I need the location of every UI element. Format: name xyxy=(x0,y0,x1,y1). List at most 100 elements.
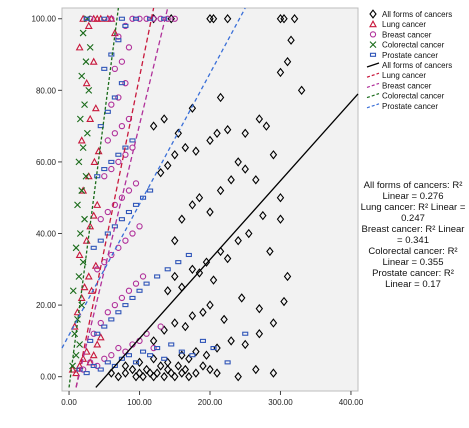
prostate-cancer-point xyxy=(101,16,108,21)
all-forms-of-cancers-point xyxy=(149,336,158,346)
breast-cancer-point xyxy=(122,151,129,158)
legend-colorectal-cancer-label: Colorectal cancer xyxy=(382,92,445,101)
breast-cancer-point xyxy=(136,223,143,230)
fit-lines-layer xyxy=(61,7,359,388)
breast-cancer-point xyxy=(115,94,122,101)
lung-cancer-point xyxy=(89,351,98,359)
prostate-cancer-point xyxy=(168,342,175,347)
all-forms-of-cancers-point xyxy=(290,14,299,24)
all-forms-of-cancers-point xyxy=(276,193,285,203)
breast-cancer-point xyxy=(111,65,119,73)
prostate-cancer-point xyxy=(101,324,108,329)
all-forms-of-cancers-point xyxy=(156,361,165,371)
prostate-cancer-point xyxy=(94,331,101,336)
all-forms-of-cancers-point xyxy=(206,207,214,217)
lung-cancer-point xyxy=(68,365,77,373)
prostate-cancer-point xyxy=(147,188,154,193)
colorectal-cancer-point xyxy=(86,43,94,51)
lung-cancer-point xyxy=(82,236,91,244)
all-forms-of-cancers-point xyxy=(195,268,204,278)
legend-breast-cancer-line xyxy=(366,82,380,88)
prostate-cancer-point xyxy=(115,310,122,315)
all-forms-of-cancers-point xyxy=(181,142,190,153)
breast-cancer-point xyxy=(129,230,136,237)
breast-cancer-point xyxy=(132,280,140,287)
breast-cancer-point xyxy=(108,165,115,173)
prostate-cancer-point xyxy=(83,371,90,376)
legend-all-forms-of-cancers-marker xyxy=(369,9,377,19)
x-tick-label: 100.00 xyxy=(127,398,152,407)
all-forms-of-cancers-point xyxy=(149,121,158,131)
prostate-cancer-point xyxy=(108,52,115,57)
prostate-cancer-point xyxy=(185,252,192,258)
all-forms-of-cancers-point xyxy=(209,14,218,24)
lung-cancer-point xyxy=(94,147,103,155)
all-forms-of-cancers-point xyxy=(276,214,285,224)
breast-cancer-point xyxy=(118,122,126,130)
breast-cancer-point xyxy=(108,101,115,108)
legend-prostate-cancer-label: Prostate cancer xyxy=(382,51,438,60)
all-forms-of-cancers-point xyxy=(188,200,197,210)
prostate-cancer-point xyxy=(154,274,161,279)
lung-cancer-point xyxy=(91,261,100,269)
colorectal-cancer-point xyxy=(82,172,90,180)
all-forms-of-cancers-point xyxy=(164,160,172,171)
all-forms-of-cancers-point xyxy=(174,128,182,138)
breast-cancer-point xyxy=(125,287,133,294)
all-forms-of-cancers-point xyxy=(213,128,221,138)
prostate-cancer-point xyxy=(147,353,154,358)
lung-cancer-point xyxy=(77,136,86,144)
lung-cancer-point xyxy=(84,272,93,280)
all-forms-of-cancers-point xyxy=(206,364,214,375)
y-tick-label: 20.00 xyxy=(36,301,57,310)
breast-cancer-point xyxy=(94,362,101,370)
prostate-cancer-point xyxy=(147,16,154,21)
all-forms-of-cancers-point xyxy=(234,371,242,382)
all-forms-of-cancers-point xyxy=(192,146,200,156)
colorectal-cancer-point xyxy=(76,230,84,237)
breast-cancer-point xyxy=(108,352,115,359)
all-forms-of-cancers-point xyxy=(188,103,197,113)
annotation-prostate-cancer: Prostate cancer: R² Linear = 0.17 xyxy=(372,268,454,290)
all-forms-of-cancers-point xyxy=(245,228,253,239)
all-forms-of-cancers-point xyxy=(223,253,232,264)
prostate-cancer-fit-line xyxy=(61,7,246,349)
prostate-cancer-point xyxy=(129,138,136,143)
prostate-cancer-point xyxy=(90,245,97,250)
lung-cancer-point xyxy=(80,283,89,291)
legend-prostate-cancer-line xyxy=(366,103,380,109)
colorectal-cancer-point xyxy=(85,86,93,94)
all-forms-of-cancers-point xyxy=(192,346,200,357)
axis-layer: 0.00 100.00 200.00 300.00 400.00 0.00 20.00 40.… xyxy=(32,15,364,407)
breast-cancer-point xyxy=(87,359,94,366)
all-forms-of-cancers-point xyxy=(160,371,168,382)
y-tick-label: 40.00 xyxy=(36,230,57,239)
breast-cancer-point xyxy=(115,158,122,166)
all-forms-of-cancers-point xyxy=(192,368,200,378)
colorectal-cancer-point xyxy=(78,72,86,80)
breast-cancer-fit-line xyxy=(75,7,169,388)
all-forms-of-cancers-point xyxy=(202,350,211,360)
prostate-cancer-point xyxy=(122,303,129,308)
all-forms-of-cancers-point xyxy=(199,307,207,317)
breast-cancer-point xyxy=(104,309,111,316)
all-forms-of-cancers-fit-line xyxy=(95,93,359,388)
all-forms-of-cancers-point xyxy=(121,361,130,371)
prostate-cancer-point xyxy=(139,349,147,354)
prostate-cancer-point xyxy=(178,349,185,354)
prostate-cancer-point xyxy=(122,23,129,28)
all-forms-of-cancers-point xyxy=(259,210,267,221)
prostate-cancer-point xyxy=(104,360,111,365)
all-forms-of-cancers-point xyxy=(255,303,264,314)
prostate-cancer-point xyxy=(143,281,150,286)
breast-cancer-point xyxy=(157,323,164,330)
all-forms-of-cancers-point xyxy=(227,336,235,346)
all-forms-of-cancers-point xyxy=(252,175,260,185)
breast-cancer-point xyxy=(129,15,136,22)
colorectal-cancer-point xyxy=(79,29,87,37)
all-forms-of-cancers-point xyxy=(185,371,193,382)
prostate-cancer-point xyxy=(97,124,104,129)
prostate-cancer-point xyxy=(115,152,122,157)
prostate-cancer-point xyxy=(164,267,171,272)
